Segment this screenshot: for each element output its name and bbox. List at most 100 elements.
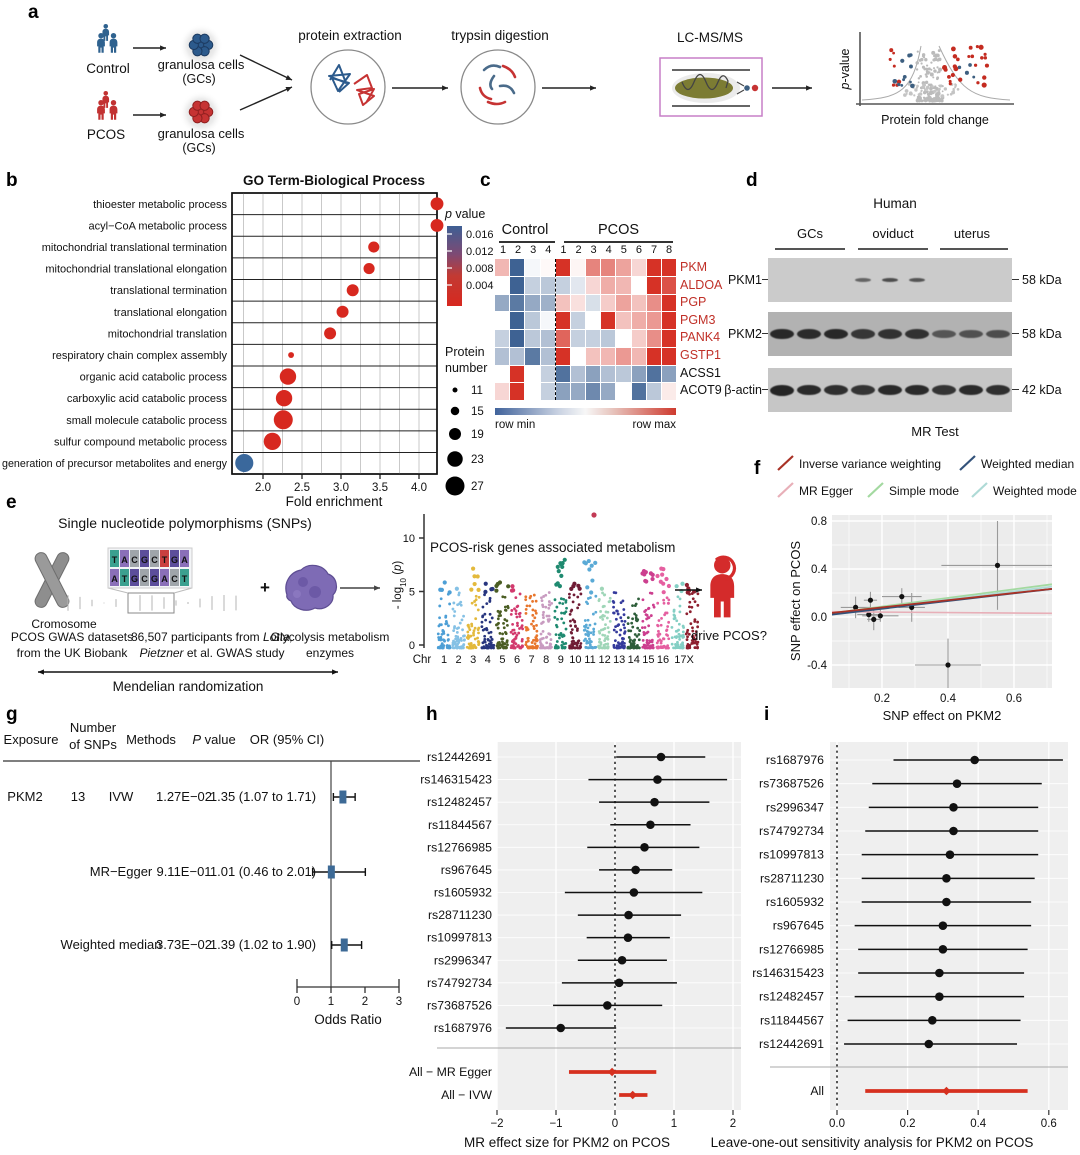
go-xtick: 4.0	[411, 482, 427, 494]
protein-band	[905, 384, 929, 396]
heatmap-cell	[570, 312, 585, 329]
plot-panel	[497, 742, 741, 1110]
gcs-label: (GCs)	[182, 141, 215, 155]
control-group-icon	[109, 33, 118, 53]
heatmap-cell	[646, 365, 661, 383]
f-xlabel: SNP effect on PKM2	[883, 708, 1002, 723]
enzymes-label: Glycolysis metabolism	[271, 630, 390, 644]
heatmap-cell	[601, 347, 616, 365]
mendelian-randomization-label: Mendelian randomization	[113, 679, 264, 694]
heatmap-cell	[510, 383, 525, 400]
panel-d-western-blot: Human GCs oviduct uterus PKM1 58 kDa PKM2 58 kD…	[724, 172, 1080, 442]
base-tile	[140, 569, 149, 586]
forest-xtick: −2	[490, 1118, 503, 1130]
f-ytick: 0.8	[811, 516, 827, 528]
snp-label: rs73687526	[759, 777, 824, 791]
base-letter: G	[141, 555, 148, 565]
heatmap-cell	[646, 276, 661, 294]
or-xtick: 3	[396, 996, 402, 1008]
forest-point	[629, 888, 639, 897]
f-ylabel: SNP effect on PCOS	[788, 541, 803, 662]
pcos-label: PCOS	[87, 127, 125, 142]
drive-pcos-person-icon	[710, 557, 735, 618]
base-letter: G	[171, 555, 178, 565]
snp-label: rs12442691	[427, 750, 492, 764]
size-legend-value: 23	[471, 454, 484, 466]
snp-label: rs146315423	[752, 966, 824, 980]
forest-point	[949, 826, 958, 836]
protein-band	[823, 328, 848, 340]
heatmap-col-label: 4	[545, 244, 552, 256]
heatmap-cell	[510, 259, 525, 276]
heatmap-cell	[646, 347, 661, 365]
mr-legend-label: Weighted mode	[993, 484, 1077, 498]
panel-e-mr-diagram: Single nucleotide polymorphisms (SNPs)T A…	[0, 500, 767, 694]
heatmap-col-label: 1	[499, 244, 507, 256]
chromosome-icon	[34, 552, 70, 608]
granulosa-cells-icon	[188, 100, 214, 124]
go-term-label: mitochondrial translational termination	[42, 242, 227, 254]
heatmap-cell	[646, 330, 661, 347]
pvalue-colorbar	[447, 226, 462, 306]
panel-b-go-dotplot: GO Term-Biological Process 2.0 2.5 3.0 3.5 4.…	[2, 173, 494, 509]
go-term-label: acyl−CoA metabolic process	[89, 220, 228, 232]
protein-band	[823, 384, 848, 396]
forest-xtick: 0.0	[829, 1118, 845, 1130]
go-term-dot	[279, 368, 297, 385]
row-or-ci: 1.39 (1.02 to 1.90)	[210, 937, 316, 952]
heatmap-cell	[646, 259, 661, 276]
mr-scatter-points	[840, 521, 1052, 688]
heatmap-cell	[495, 330, 510, 347]
go-xtick: 3.0	[333, 482, 349, 494]
go-term-dot	[430, 197, 444, 211]
row-method: MR−Egger	[90, 864, 153, 879]
panel-label-f: f	[754, 458, 761, 479]
heatmap-col-label: 1	[560, 244, 567, 256]
snp-label: rs74792734	[427, 976, 492, 990]
snp-label: rs28711230	[760, 871, 824, 885]
pvalue-tick: 0.008	[466, 263, 494, 275]
heatmap-cell	[540, 383, 555, 400]
molecular-weight-label: 58 kDa	[1022, 327, 1062, 341]
heatmap-cell	[616, 276, 631, 294]
gene-label: ACSS1	[680, 365, 721, 380]
forest-xtick: 1	[671, 1118, 677, 1130]
blot-group-label: oviduct	[872, 226, 914, 241]
protein-band	[986, 384, 1011, 396]
heatmap-cell	[525, 365, 540, 383]
heatmap-cell	[631, 312, 646, 329]
manhattan-chr-label: 1	[441, 654, 447, 666]
heatmap-group-control: Control	[501, 222, 549, 238]
forest-point	[556, 1023, 566, 1033]
participants-label: Pietzner et al. GWAS study	[140, 646, 285, 660]
base-tile	[110, 569, 119, 586]
or-xtick: 0	[294, 996, 300, 1008]
go-term-dot	[430, 218, 444, 232]
size-legend-dot	[449, 428, 461, 440]
base-letter: G	[131, 574, 138, 584]
base-letter: T	[182, 574, 188, 584]
snp-label: rs1687976	[434, 1021, 492, 1035]
manhattan-chr-label: 7	[529, 654, 535, 666]
heatmap-cell	[631, 294, 646, 312]
go-term-label: mitochondrial translational elongation	[45, 264, 227, 276]
forest-point	[945, 850, 955, 859]
manhattan-title: PCOS-risk genes associated metabolism	[430, 540, 675, 555]
forest-point	[640, 843, 649, 852]
snp-label: rs12766985	[759, 942, 824, 956]
forest-xtick: 0.4	[970, 1118, 987, 1130]
heatmap-cell	[601, 312, 616, 329]
panel-g-forest-table: Exposure Number of SNPs Methods P value OR (9…	[3, 720, 420, 1027]
snp-label: rs10997813	[427, 931, 492, 945]
heatmap-cell	[570, 365, 585, 383]
control-underline	[499, 241, 555, 243]
heatmap-cell	[616, 330, 631, 347]
molecular-weight-label: 42 kDa	[1022, 383, 1062, 397]
header-pvalue: P value	[192, 732, 235, 747]
go-term-dot	[363, 263, 375, 275]
forest-marker	[327, 865, 335, 879]
go-term-label: respiratory chain complex assembly	[52, 350, 227, 362]
forest-point	[928, 1016, 937, 1025]
go-term-dot	[263, 432, 281, 451]
manhattan-chr-label: 4	[485, 654, 491, 666]
